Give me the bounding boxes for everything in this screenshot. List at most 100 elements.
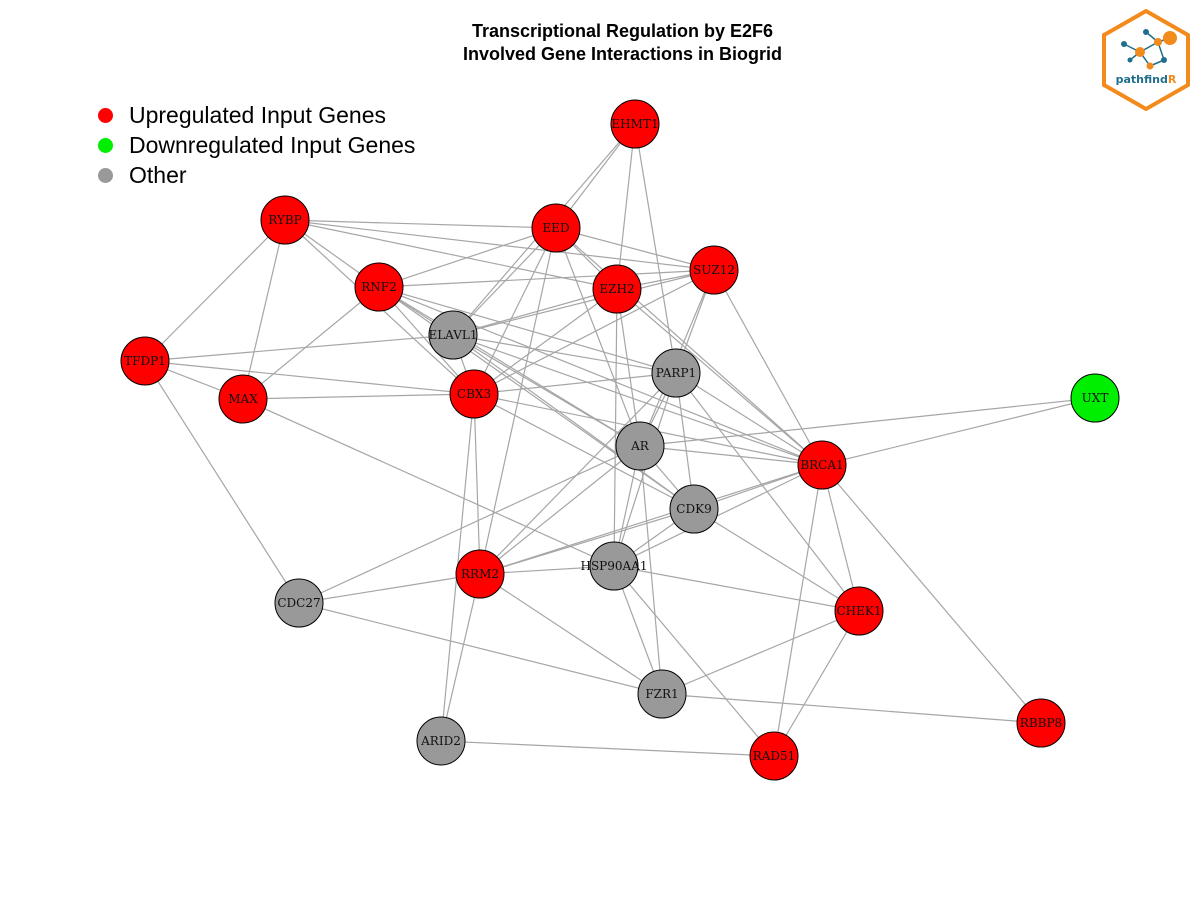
- node-tfdp1: TFDP1: [120, 336, 170, 386]
- edge-eed-elavl1: [452, 227, 557, 336]
- edge-eed-rnf2: [378, 227, 557, 288]
- edge-suz12-cbx3: [473, 269, 715, 395]
- node-cbx3: CBX3: [449, 369, 499, 419]
- node-label-hsp90aa1: HSP90AA1: [581, 559, 648, 573]
- node-circle-fzr1: [637, 669, 687, 719]
- edge-elavl1-tfdp1: [144, 334, 454, 362]
- edge-brca1-hsp90aa1: [613, 464, 823, 567]
- edge-max-cbx3: [242, 393, 475, 400]
- edge-ezh2-ar: [616, 288, 641, 447]
- node-circle-cbx3: [449, 369, 499, 419]
- logo-text-main: pathfind: [1115, 73, 1168, 86]
- edge-ar-rrm2: [479, 445, 641, 575]
- edge-parp1-brca1: [675, 372, 823, 466]
- legend-dot-downregulated: [98, 137, 113, 153]
- node-circle-rybp: [260, 195, 310, 245]
- legend-item-other: Other: [96, 160, 415, 190]
- node-suz12: SUZ12: [689, 245, 739, 295]
- node-label-eed: EED: [542, 221, 569, 235]
- node-circle-max: [218, 374, 268, 424]
- edge-ar-cdc27: [298, 445, 641, 604]
- title-line-1: Transcriptional Regulation by E2F6: [471, 21, 774, 41]
- edge-brca1-rad51: [773, 464, 823, 757]
- node-circle-ehmt1: [610, 99, 660, 149]
- node-circle-rnf2: [354, 262, 404, 312]
- node-cdk9: CDK9: [669, 484, 719, 534]
- node-rrm2: RRM2: [455, 549, 505, 599]
- legend: Upregulated Input Genes Downregulated In…: [96, 100, 415, 190]
- edge-uxt-brca1: [821, 397, 1096, 466]
- edge-rrm2-cdc27: [298, 573, 481, 604]
- edge-ezh2-elavl1: [452, 288, 618, 336]
- node-hsp90aa1: HSP90AA1: [581, 541, 648, 591]
- edge-suz12-elavl1: [452, 269, 715, 336]
- node-label-ar: AR: [630, 439, 650, 453]
- node-rnf2: RNF2: [354, 262, 404, 312]
- edge-ar-brca1: [639, 445, 823, 466]
- node-ezh2: EZH2: [592, 264, 642, 314]
- node-circle-chek1: [834, 586, 884, 636]
- edge-rybp-suz12: [284, 219, 715, 271]
- edge-suz12-brca1: [713, 269, 823, 466]
- edge-ehmt1-parp1: [634, 123, 677, 374]
- edge-fzr1-rbbp8: [661, 693, 1042, 724]
- legend-label-downregulated: Downregulated Input Genes: [129, 131, 416, 158]
- node-label-rrm2: RRM2: [461, 567, 499, 581]
- edge-elavl1-cdk9: [452, 334, 695, 510]
- edge-eed-cbx3: [473, 227, 557, 395]
- node-uxt: UXT: [1070, 373, 1120, 423]
- node-brca1: BRCA1: [797, 440, 847, 490]
- node-circle-cdc27: [274, 578, 324, 628]
- node-circle-uxt: [1070, 373, 1120, 423]
- edge-rybp-max: [242, 219, 286, 400]
- node-label-rybp: RYBP: [268, 213, 301, 227]
- edge-brca1-rrm2: [479, 464, 823, 575]
- node-rbbp8: RBBP8: [1016, 698, 1066, 748]
- node-label-parp1: PARP1: [656, 366, 696, 380]
- edge-eed-rrm2: [479, 227, 557, 575]
- node-label-max: MAX: [228, 392, 258, 406]
- edge-rrm2-fzr1: [479, 573, 663, 695]
- node-circle-elavl1: [428, 310, 478, 360]
- node-circle-parp1: [651, 348, 701, 398]
- edge-chek1-fzr1: [661, 610, 860, 695]
- edge-cbx3-cdk9: [473, 393, 695, 510]
- legend-item-upregulated: Upregulated Input Genes: [96, 100, 415, 130]
- node-label-suz12: SUZ12: [693, 263, 735, 277]
- node-circle-cdk9: [669, 484, 719, 534]
- node-label-cbx3: CBX3: [457, 387, 491, 401]
- node-label-ehmt1: EHMT1: [611, 117, 658, 131]
- node-label-arid2: ARID2: [420, 734, 461, 748]
- edge-ezh2-hsp90aa1: [613, 288, 618, 567]
- node-chek1: CHEK1: [834, 586, 884, 636]
- node-circle-suz12: [689, 245, 739, 295]
- node-circle-hsp90aa1: [589, 541, 639, 591]
- node-eed: EED: [531, 203, 581, 253]
- edge-arid2-rad51: [440, 740, 775, 757]
- edge-elavl1-ar: [452, 334, 641, 447]
- edge-parp1-rrm2: [479, 372, 677, 575]
- edge-hsp90aa1-chek1: [613, 565, 860, 612]
- node-label-brca1: BRCA1: [800, 458, 843, 472]
- node-circle-brca1: [797, 440, 847, 490]
- node-label-chek1: CHEK1: [836, 604, 881, 618]
- edge-suz12-rnf2: [378, 269, 715, 288]
- edge-elavl1-parp1: [452, 334, 677, 374]
- edge-eed-ar: [555, 227, 641, 447]
- node-rad51: RAD51: [749, 731, 799, 781]
- node-ar: AR: [615, 421, 665, 471]
- edge-tfdp1-cdc27: [144, 360, 300, 604]
- edge-rybp-eed: [284, 219, 557, 229]
- node-circle-eed: [531, 203, 581, 253]
- node-label-rad51: RAD51: [753, 749, 796, 763]
- node-label-uxt: UXT: [1082, 391, 1109, 405]
- edge-ezh2-cbx3: [473, 288, 618, 395]
- node-circle-rad51: [749, 731, 799, 781]
- node-circle-tfdp1: [120, 336, 170, 386]
- nodes-layer: EHMT1 RYBP EED SUZ12 EZH2 RNF2 ELAVL1 TFDP1 MAX C…: [120, 99, 1120, 781]
- node-rybp: RYBP: [260, 195, 310, 245]
- node-parp1: PARP1: [651, 348, 701, 398]
- node-ehmt1: EHMT1: [610, 99, 660, 149]
- node-label-tfdp1: TFDP1: [124, 354, 166, 368]
- edge-rnf2-cdk9: [378, 286, 695, 510]
